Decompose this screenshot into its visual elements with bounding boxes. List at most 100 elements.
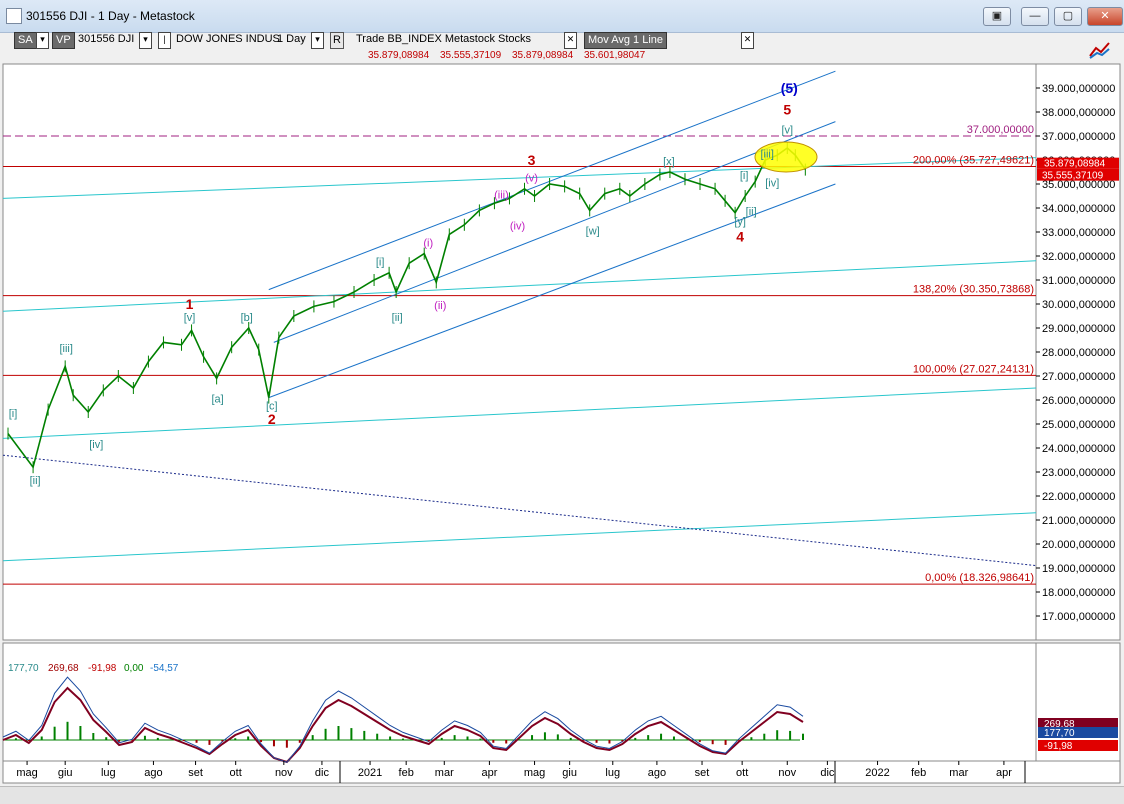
trendline-4 [268,70,836,291]
last-price-tag [1037,168,1119,181]
trendline-6 [268,183,836,399]
xtick-label-19: dic [820,767,835,779]
xtick-label-14: lug [605,767,620,779]
wave-label-21: 4 [736,229,744,245]
wave-label-5: 1 [186,296,194,312]
wave-label-22: [i] [740,170,749,182]
chart-tool-icon[interactable] [1088,40,1112,60]
ytick-label-0: 17.000,000000 [1042,611,1115,623]
minimize-button[interactable]: — [1021,7,1049,26]
indicator-line-slow [2,686,804,764]
wave-label-3: [iv] [89,439,103,451]
sa-button[interactable]: SA [14,32,37,49]
r-button[interactable]: R [330,32,344,49]
close-indicator-icon[interactable]: ✕ [741,32,754,49]
ohlc-low: 35.879,08984 [512,50,574,61]
ytick-label-16: 33.000,000000 [1042,227,1115,239]
wave-label-1: [ii] [30,475,41,487]
ohlc-close: 35.601,98047 [584,50,646,61]
xtick-label-0: mag [16,767,37,779]
trendline-1 [2,260,1037,312]
indicator-tag-1 [1038,718,1118,729]
wave-label-23: [ii] [746,206,757,218]
restore-layout-button[interactable]: ▣ [983,7,1011,26]
status-bar [0,786,1124,804]
trendline-7 [2,454,1037,567]
ytick-label-12: 29.000,000000 [1042,323,1115,335]
sa-dropdown-icon[interactable]: ▾ [36,32,49,49]
indicator-value-3: -91,98 [88,663,117,674]
indicator-tags: Trade BB_INDEX Metastock Stocks [356,33,532,45]
title-bar: 301556 DJI - 1 Day - Metastock ▣ — ▢ ✕ [0,0,1124,33]
maximize-button[interactable]: ▢ [1054,7,1082,26]
fib-label-3: 100,00% (27.027,24131) [913,363,1034,375]
indicator-line-fast [2,676,804,763]
xtick-label-11: apr [481,767,497,779]
wave-label-24: [iii] [760,149,773,161]
fib-label-1: 200,00% (35.727,49621) [913,155,1034,167]
close-tags-icon[interactable]: ✕ [564,32,577,49]
xtick-label-7: dic [315,767,330,779]
fib-label-0: 37.000,00000 [967,124,1034,136]
wave-label-8: [c] [266,401,278,413]
indicator-tag-2 [1038,727,1118,738]
indicator-tag-2-label: 177,70 [1044,728,1075,739]
xtick-label-10: mar [435,767,454,779]
vp-button[interactable]: VP [52,32,75,49]
indicator-tag-3-label: -91,98 [1044,741,1073,752]
trendline-5 [273,121,836,343]
fib-label-4: 0,00% (18.326,98641) [925,572,1034,584]
fib-label-2: 138,20% (30.350,73868) [913,284,1034,296]
xtick-label-18: nov [778,767,796,779]
trendline-2 [2,387,1037,439]
date-axis [2,760,1121,784]
xtick-label-17: ott [736,767,748,779]
trendline-3 [2,512,1037,562]
ytick-label-20: 37.000,000000 [1042,131,1115,143]
wave-label-27: 5 [783,101,791,117]
ytick-label-17: 34.000,000000 [1042,203,1115,215]
close-button[interactable]: ✕ [1087,7,1123,26]
indicator-value-5: -54,57 [150,663,179,674]
wave-label-12: (i) [423,237,433,249]
wave-label-25: [iv] [765,177,779,189]
xtick-label-3: ago [144,767,162,779]
chart-toolbar: SA ▾ VP 301556 DJI ▾ | DOW JONES INDUS 1… [0,32,1124,50]
indicator-tag-3 [1038,740,1118,751]
ytick-label-10: 27.000,000000 [1042,371,1115,383]
ytick-label-15: 32.000,000000 [1042,251,1115,263]
wave-label-7: [b] [241,312,253,324]
ytick-label-6: 23.000,000000 [1042,467,1115,479]
symbol-label: 301556 DJI [78,33,135,45]
ytick-label-13: 30.000,000000 [1042,299,1115,311]
xtick-label-23: apr [996,767,1012,779]
wave-label-28: (5) [781,80,798,96]
period-dropdown-icon[interactable]: ▾ [311,32,324,49]
symbol-dropdown-icon[interactable]: ▾ [139,32,152,49]
ytick-label-9: 26.000,000000 [1042,395,1115,407]
ytick-label-4: 21.000,000000 [1042,515,1115,527]
wave-label-20: [y] [734,216,746,228]
xtick-label-13: giu [562,767,577,779]
last-price-tag-label: 35.555,37109 [1042,171,1104,182]
wave-label-9: 2 [268,411,276,427]
mov-avg-indicator[interactable]: Mov Avg 1 Line [584,32,668,49]
hidden-price-tag [1037,157,1119,169]
wave-label-10: [i] [376,257,385,269]
app-icon [6,8,22,24]
ytick-label-1: 18.000,000000 [1042,587,1115,599]
ytick-label-7: 24.000,000000 [1042,443,1115,455]
ticker-toggle-icon[interactable]: | [158,32,171,49]
wave-label-19: [x] [663,156,675,168]
ytick-label-21: 38.000,000000 [1042,107,1115,119]
xtick-label-21: feb [911,767,926,779]
xtick-label-9: feb [399,767,414,779]
xtick-label-8: 2021 [358,767,382,779]
indicator-value-1: 177,70 [8,663,39,674]
window-title: 301556 DJI - 1 Day - Metastock [26,9,195,23]
ytick-label-3: 20.000,000000 [1042,539,1115,551]
xtick-label-12: mag [524,767,545,779]
period-label: 1 Day [277,33,306,45]
xtick-label-6: nov [275,767,293,779]
